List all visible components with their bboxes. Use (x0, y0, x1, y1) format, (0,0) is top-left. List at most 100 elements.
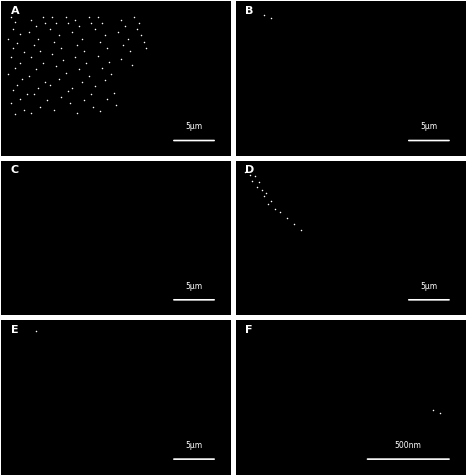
Point (85, 72, 92, 79)
Point (119, 41, 127, 49)
Text: 5μm: 5μm (185, 281, 203, 290)
Point (110, 89, 118, 97)
Point (21, 106, 28, 113)
Point (87, 19, 94, 27)
Point (41, 78, 49, 86)
Point (35, 35, 42, 42)
Point (262, 189, 270, 197)
Text: B: B (246, 6, 254, 16)
Point (135, 19, 143, 27)
Point (85, 13, 92, 20)
Point (7, 13, 14, 20)
Point (437, 409, 444, 416)
Point (32, 22, 40, 30)
Point (50, 38, 58, 45)
Point (41, 19, 49, 27)
Point (265, 200, 272, 208)
Point (7, 99, 14, 107)
Point (36, 47, 44, 55)
Point (5, 35, 12, 42)
Point (73, 41, 81, 49)
Point (11, 18, 19, 25)
Point (28, 109, 35, 117)
Point (267, 15, 275, 22)
Point (14, 81, 21, 89)
Text: F: F (246, 325, 253, 335)
Point (297, 227, 304, 234)
Point (66, 99, 74, 107)
Point (92, 25, 99, 33)
Point (138, 31, 145, 39)
Text: 5μm: 5μm (420, 281, 438, 290)
Text: 5μm: 5μm (185, 122, 203, 131)
Text: A: A (11, 6, 19, 16)
Point (117, 55, 124, 62)
Point (57, 44, 65, 51)
Point (76, 66, 83, 73)
Point (62, 69, 69, 76)
Point (50, 106, 58, 113)
Point (267, 197, 275, 205)
Point (80, 97, 88, 104)
Point (30, 41, 37, 49)
Point (25, 29, 33, 36)
Point (99, 19, 106, 27)
Point (83, 60, 90, 67)
Point (94, 52, 101, 60)
Text: D: D (246, 165, 255, 175)
Point (117, 16, 124, 24)
Point (18, 75, 26, 82)
Point (78, 78, 85, 86)
Point (242, 168, 249, 175)
Point (55, 31, 63, 39)
Point (99, 64, 106, 72)
Point (5, 70, 12, 78)
Point (69, 29, 76, 36)
Point (57, 93, 65, 101)
Point (16, 30, 23, 38)
Point (283, 214, 290, 222)
Point (73, 109, 81, 117)
Point (260, 192, 268, 200)
Point (271, 205, 279, 212)
Point (108, 70, 115, 78)
Point (62, 13, 69, 20)
Point (14, 40, 21, 47)
Point (16, 60, 23, 67)
Point (255, 178, 263, 186)
Point (39, 60, 46, 67)
Text: 5μm: 5μm (420, 122, 438, 131)
Point (11, 110, 19, 118)
Point (71, 16, 78, 24)
Point (258, 186, 265, 194)
Point (48, 50, 56, 58)
Point (142, 44, 149, 51)
Point (126, 47, 134, 55)
Point (89, 103, 97, 110)
Point (80, 47, 88, 55)
Point (46, 81, 53, 89)
Point (9, 44, 17, 51)
Point (23, 90, 30, 98)
Point (103, 95, 111, 103)
Point (60, 56, 67, 64)
Point (78, 35, 85, 42)
Point (131, 13, 138, 20)
Point (103, 44, 111, 51)
Text: C: C (11, 165, 19, 175)
Point (124, 35, 131, 42)
Point (260, 11, 268, 19)
Point (276, 208, 283, 216)
Point (28, 16, 35, 24)
Point (39, 13, 46, 20)
Point (46, 25, 53, 33)
Point (69, 84, 76, 92)
Point (35, 84, 42, 92)
Point (64, 19, 71, 27)
Point (114, 29, 122, 36)
Point (96, 38, 104, 45)
Point (32, 327, 40, 335)
Point (11, 64, 19, 72)
Point (140, 38, 147, 45)
Point (251, 172, 258, 180)
